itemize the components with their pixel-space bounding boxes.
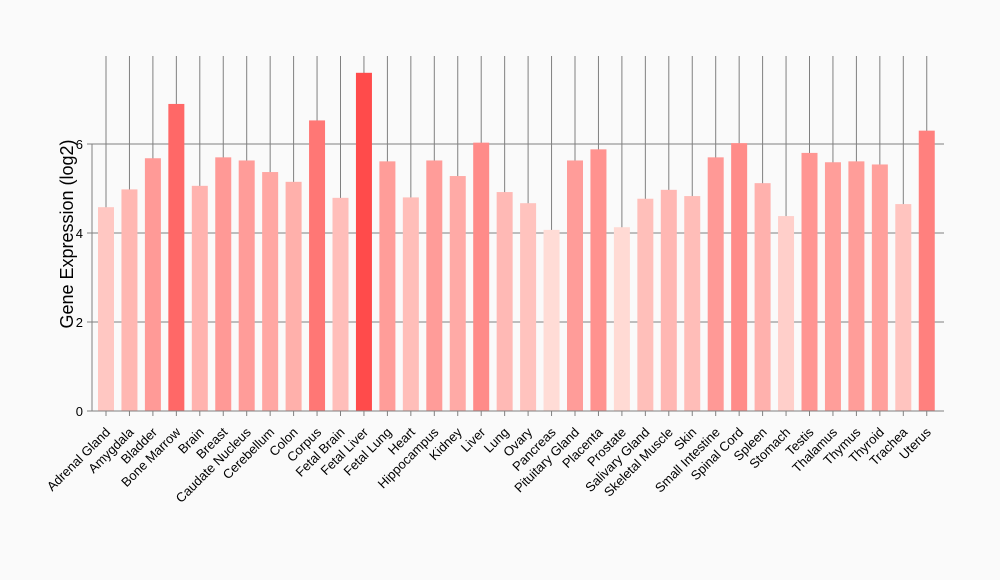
- bar: [355, 72, 372, 412]
- bar: [637, 198, 654, 411]
- bar: [567, 160, 583, 411]
- bar: [285, 181, 302, 411]
- bar: [426, 160, 443, 411]
- bar: [191, 185, 208, 411]
- bar: [98, 207, 114, 411]
- y-axis-title: Gene Expression (log2): [57, 139, 77, 328]
- bar: [731, 143, 748, 412]
- bar: [238, 160, 255, 411]
- axes: [87, 143, 944, 416]
- bar: [332, 197, 349, 411]
- bar: [121, 189, 138, 411]
- bar: [309, 120, 326, 411]
- y-tick-label: 6: [76, 137, 83, 152]
- bars: [98, 72, 935, 412]
- x-tick-label: Liver: [458, 424, 489, 455]
- bar: [590, 149, 607, 411]
- bar: [684, 196, 701, 411]
- bar: [871, 164, 888, 411]
- bar: [660, 189, 677, 411]
- bar: [543, 229, 560, 411]
- bar: [754, 183, 771, 411]
- bar: [707, 157, 724, 411]
- bar: [496, 192, 513, 411]
- bar: [520, 203, 537, 411]
- bar: [895, 204, 912, 411]
- bar: [848, 161, 865, 411]
- bar: [824, 162, 841, 411]
- bar: [918, 130, 935, 411]
- bar: [613, 227, 630, 411]
- y-tick-label: 0: [76, 404, 83, 419]
- y-tick-labels: 0 2 4 6: [76, 137, 83, 419]
- bar: [379, 161, 396, 411]
- bar: [402, 197, 419, 411]
- bar: [168, 103, 185, 411]
- bar: [262, 172, 279, 411]
- y-tick-label: 4: [76, 226, 83, 241]
- bar: [473, 142, 490, 412]
- bar: [778, 216, 795, 411]
- bar: [144, 158, 161, 411]
- bar: [215, 157, 232, 411]
- bar: [449, 176, 466, 411]
- y-tick-label: 2: [76, 315, 83, 330]
- bar: [801, 152, 818, 411]
